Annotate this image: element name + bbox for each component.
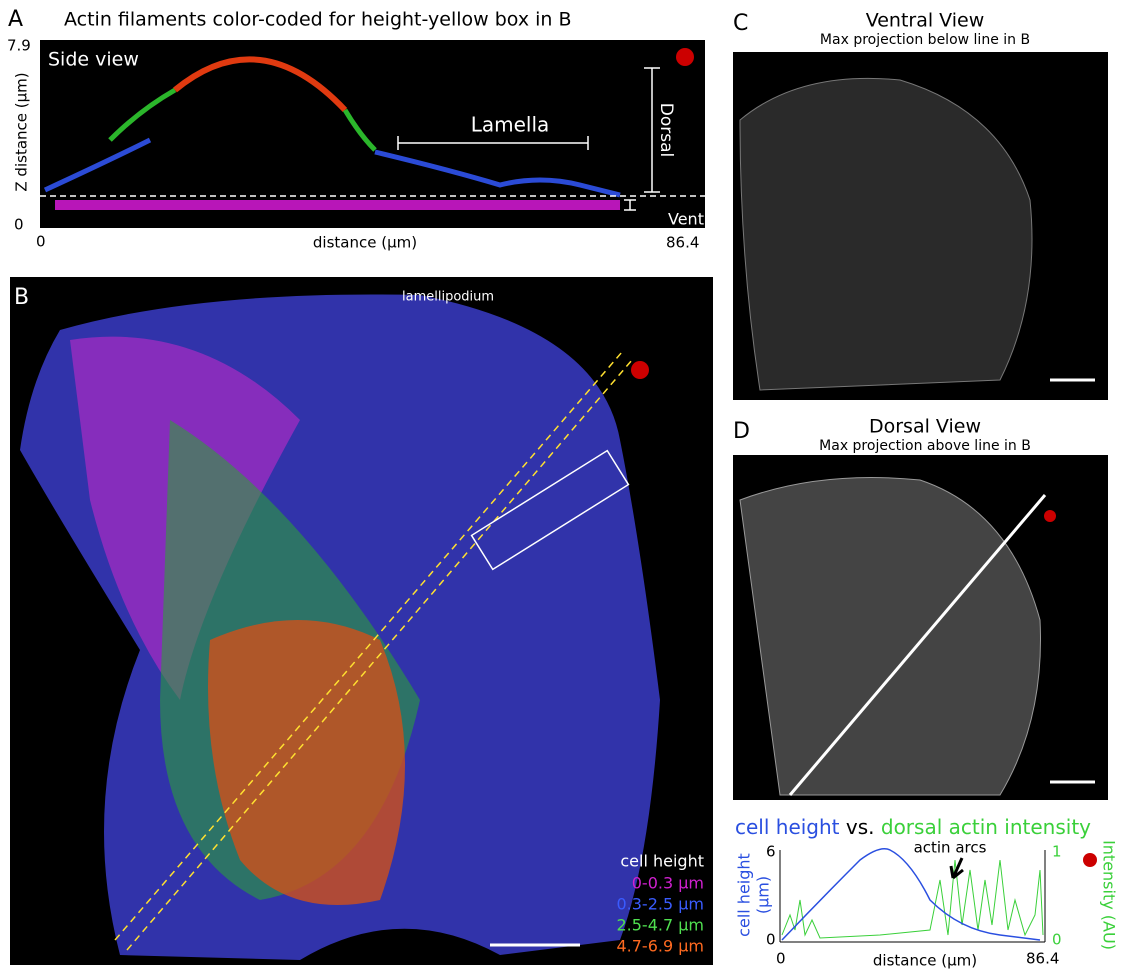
lamellipodium-label: lamellipodium (402, 290, 494, 305)
y2-label: Intensity (AU) (1100, 840, 1119, 950)
y-label: cell height (735, 853, 754, 937)
legend-entry: 2.5-4.7 µm (616, 916, 704, 935)
y2-max: 1 (1052, 843, 1062, 861)
panel-title: Actin filaments color-coded for height-y… (64, 9, 572, 31)
panel-title: Ventral View (866, 10, 985, 32)
arcs-arrow (951, 858, 963, 878)
x-max: 86.4 (1026, 950, 1059, 968)
x-min: 0 (776, 950, 786, 968)
legend-entry: 0-0.3 µm (632, 874, 704, 893)
y-min: 0 (14, 216, 24, 234)
panel-subtitle: Max projection below line in B (820, 32, 1030, 48)
panel-letter: B (14, 285, 29, 310)
inset-label: Side view (48, 49, 139, 71)
figure: A Actin filaments color-coded for height… (0, 0, 1121, 975)
x-max: 86.4 (666, 234, 699, 252)
y-min: 0 (766, 931, 776, 949)
orientation-dot (1083, 853, 1097, 867)
profile-magenta (55, 200, 620, 210)
title-right: dorsal actin intensity (881, 815, 1091, 839)
x-label: distance (µm) (313, 234, 417, 252)
ventral-label: Ventral (668, 210, 725, 229)
x-label: distance (µm) (873, 952, 977, 970)
panel-letter: A (8, 7, 23, 32)
plot-title: cell height vs. dorsal actin intensity (735, 815, 1091, 839)
y-label: (µm) (754, 876, 773, 914)
y-max: 7.9 (7, 37, 31, 55)
plot-axes (780, 850, 1045, 942)
orientation-dot (676, 48, 694, 66)
panel-subtitle: Max projection above line in B (819, 438, 1031, 454)
orientation-dot (631, 361, 649, 379)
lamella-label: Lamella (471, 113, 550, 137)
panel-letter: C (733, 11, 748, 36)
y-max: 6 (766, 843, 776, 861)
y2-min: 0 (1052, 931, 1062, 949)
side-view-image (40, 40, 705, 228)
legend-title: cell height (620, 852, 704, 871)
annotation: actin arcs (914, 839, 987, 857)
height-trace (782, 849, 1040, 940)
title-mid: vs. (846, 815, 875, 839)
title-left: cell height (735, 815, 840, 839)
legend-entry: 0.3-2.5 µm (616, 895, 704, 914)
panel-title: Dorsal View (869, 416, 981, 438)
orientation-dot (1044, 510, 1056, 522)
panel-letter: D (733, 419, 750, 444)
x-min: 0 (36, 233, 46, 251)
y-label: Z distance (µm) (13, 72, 31, 191)
dorsal-label: Dorsal (656, 103, 676, 157)
legend-entry: 4.7-6.9 µm (616, 937, 704, 956)
